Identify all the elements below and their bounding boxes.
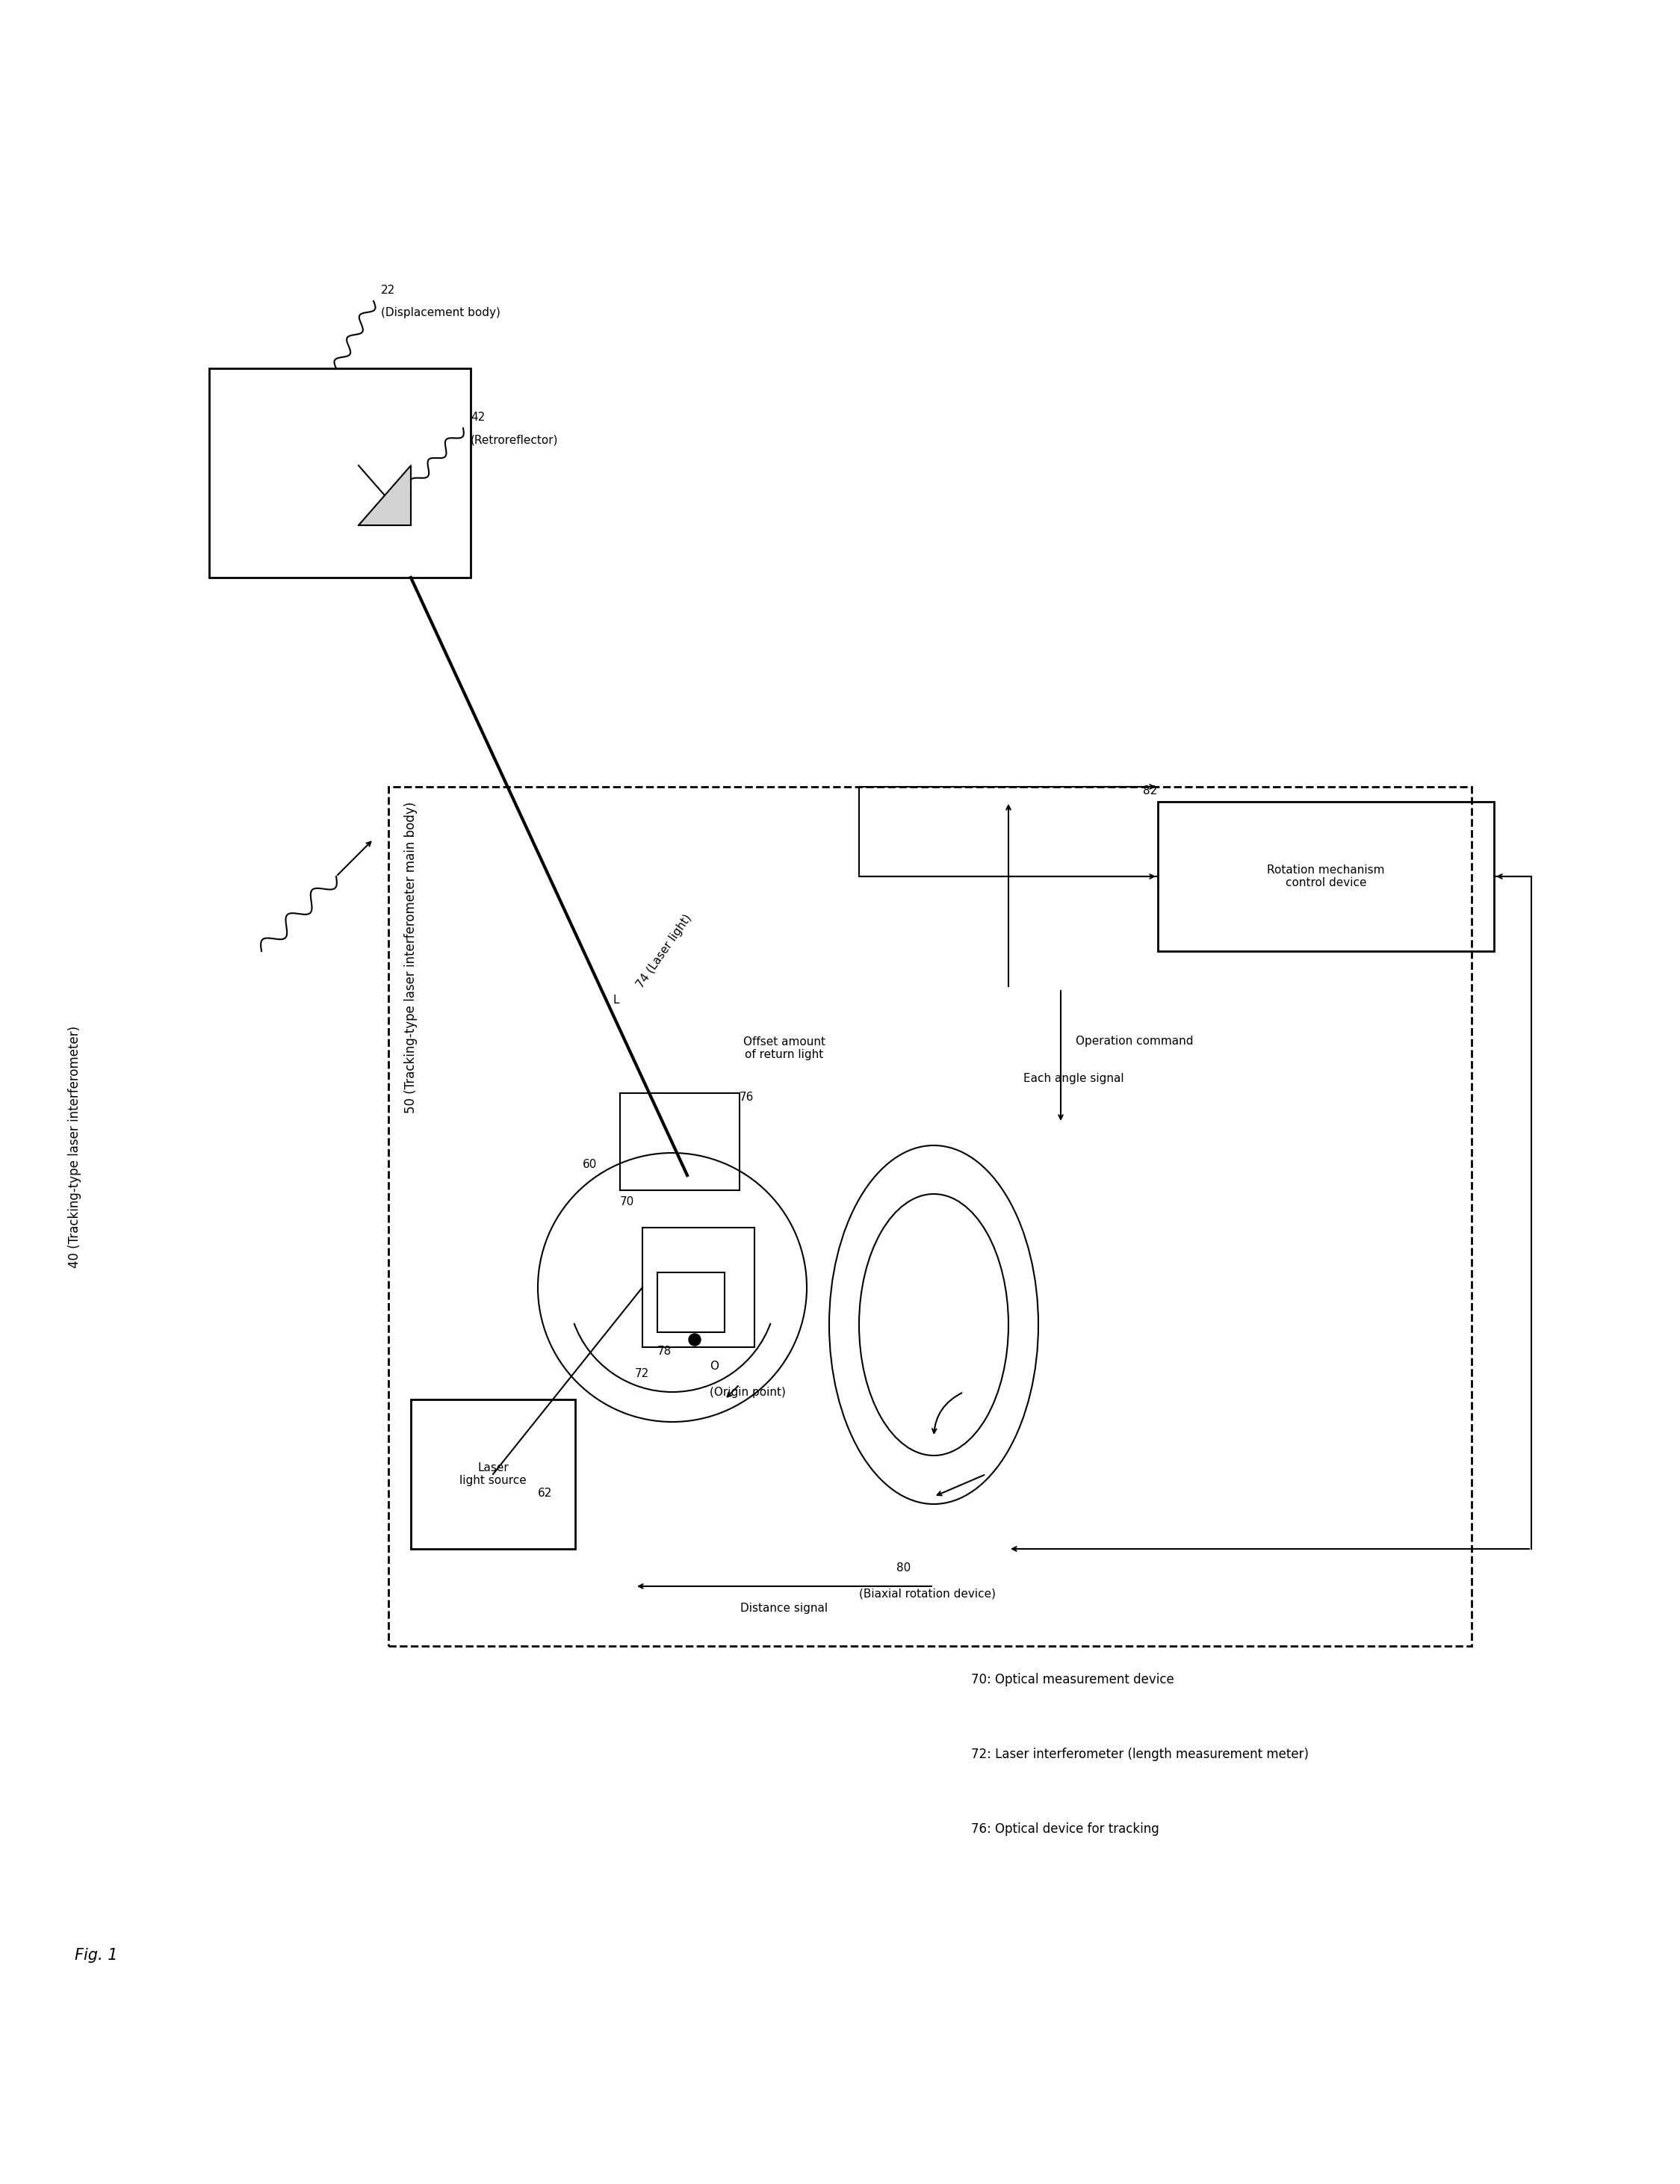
- Bar: [657, 1273, 724, 1332]
- Text: 76: 76: [739, 1092, 754, 1103]
- Bar: [208, 369, 470, 577]
- Text: 42: 42: [470, 413, 486, 424]
- Bar: [412, 1400, 575, 1548]
- Text: 72: 72: [635, 1367, 650, 1380]
- Text: Distance signal: Distance signal: [741, 1603, 828, 1614]
- Circle shape: [689, 1334, 701, 1345]
- Bar: [1158, 802, 1494, 952]
- Text: Fig. 1: Fig. 1: [74, 1948, 118, 1963]
- Text: 80: 80: [897, 1562, 911, 1572]
- Text: (Biaxial rotation device): (Biaxial rotation device): [858, 1588, 996, 1599]
- Text: 70: 70: [620, 1197, 635, 1208]
- Text: Offset amount
of return light: Offset amount of return light: [743, 1035, 825, 1061]
- Text: Rotation mechanism
control device: Rotation mechanism control device: [1267, 865, 1384, 889]
- Bar: [388, 786, 1472, 1647]
- Text: Operation command: Operation command: [1075, 1035, 1193, 1046]
- Text: (Retroreflector): (Retroreflector): [470, 435, 558, 446]
- Text: 78: 78: [657, 1345, 672, 1356]
- Polygon shape: [358, 465, 412, 526]
- Text: Each angle signal: Each angle signal: [1023, 1072, 1124, 1083]
- Text: 40 (Tracking-type laser interferometer): 40 (Tracking-type laser interferometer): [67, 1026, 81, 1269]
- Text: 74 (Laser light): 74 (Laser light): [635, 913, 694, 989]
- Text: 62: 62: [538, 1487, 553, 1498]
- Text: 50 (Tracking-type laser interferometer main body): 50 (Tracking-type laser interferometer m…: [405, 802, 418, 1114]
- Text: 70: Optical measurement device: 70: Optical measurement device: [971, 1673, 1174, 1686]
- Bar: [620, 1094, 739, 1190]
- Text: 60: 60: [583, 1160, 596, 1171]
- Text: Laser
light source: Laser light source: [460, 1461, 526, 1487]
- Bar: [642, 1227, 754, 1348]
- Text: O: O: [709, 1361, 719, 1372]
- Text: 76: Optical device for tracking: 76: Optical device for tracking: [971, 1821, 1159, 1837]
- Text: 82: 82: [1142, 786, 1158, 797]
- Text: 22: 22: [381, 284, 395, 295]
- Text: L: L: [613, 994, 618, 1005]
- Text: (Origin point): (Origin point): [709, 1387, 786, 1398]
- Text: 72: Laser interferometer (length measurement meter): 72: Laser interferometer (length measure…: [971, 1747, 1309, 1760]
- Text: (Displacement body): (Displacement body): [381, 308, 501, 319]
